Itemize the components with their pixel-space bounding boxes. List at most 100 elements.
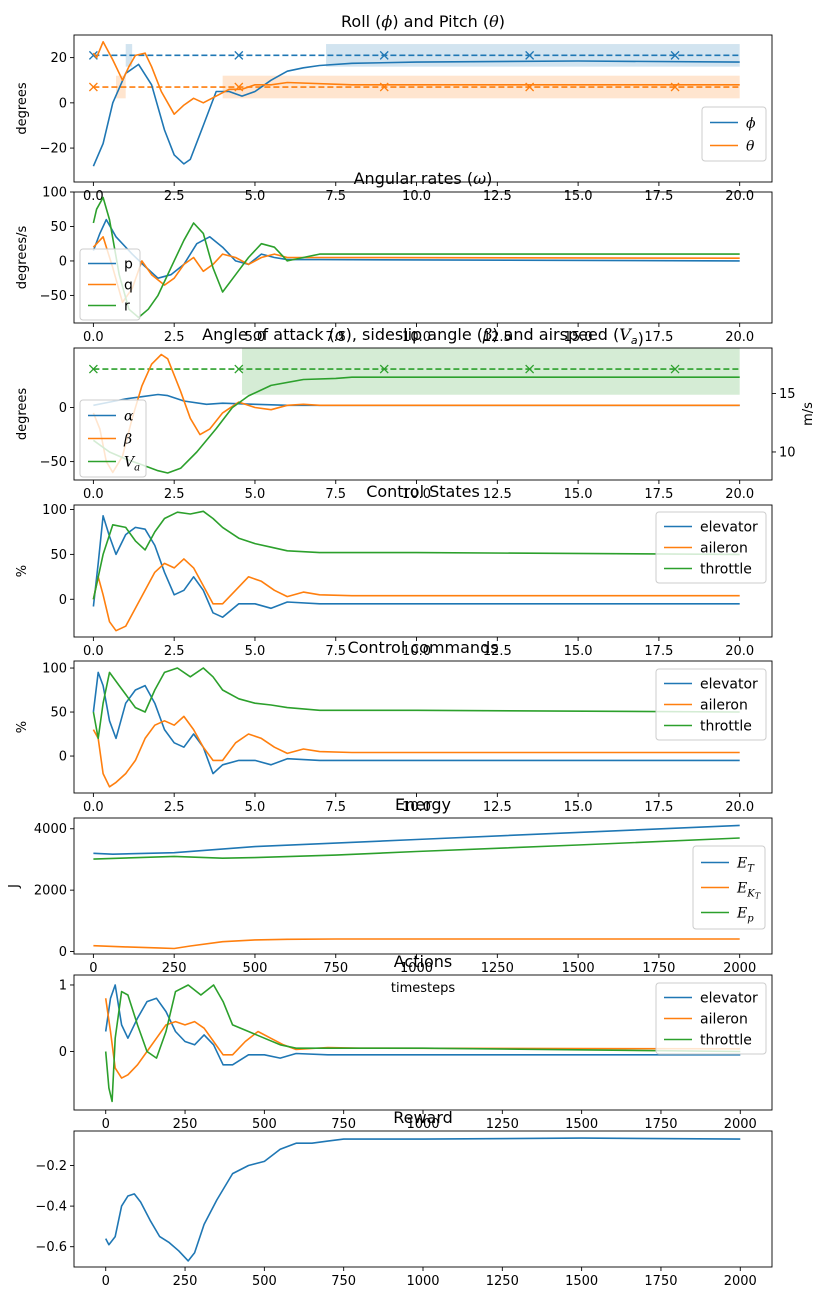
legend-box [701, 106, 767, 162]
reference-marker-0-3 [525, 50, 535, 60]
x-tick-label: 5.0 [245, 800, 266, 815]
x-tick-label: 1500 [565, 1117, 598, 1132]
series-line-throttle [92, 667, 740, 740]
x-tick-label: 500 [252, 1274, 277, 1289]
y-tick-label: 0 [59, 593, 67, 608]
panel-5: 0 250 500 750 1000 1250 1500 1750 2000 0 2000 4000 J… [7, 795, 773, 996]
x-tick-label: 12.5 [483, 189, 512, 204]
x-tick-label: 15.0 [564, 644, 593, 659]
y2-tick-label: 15 [779, 387, 796, 402]
x-tick-label: 1250 [486, 1117, 519, 1132]
x-tick-label: 10.0 [402, 487, 431, 502]
chart-title: Actions [394, 952, 452, 971]
x-tick-label: 5.0 [245, 644, 266, 659]
y-tick-label: −50 [40, 289, 67, 304]
reference-marker-0-2 [379, 364, 389, 374]
x-tick-label: 17.5 [644, 330, 673, 345]
x-tick-label: 7.5 [325, 800, 346, 815]
x-tick-label: 1250 [481, 961, 514, 976]
axes-frame [73, 660, 773, 794]
x-tick-label: 15.0 [564, 800, 593, 815]
x-tick-label: 2.5 [164, 800, 185, 815]
x-tick-label: 15.0 [564, 189, 593, 204]
reference-marker-0-1 [234, 364, 244, 374]
x-tick-label: 20.0 [725, 644, 754, 659]
plot-area [88, 41, 740, 167]
legend-label-2: Ep [736, 906, 754, 925]
plot-area [104, 984, 741, 1103]
x-tick-label: 12.5 [483, 330, 512, 345]
legend-label-0: ET [736, 856, 755, 875]
x-tick-label: 750 [331, 1274, 356, 1289]
series-line-E_K_T [93, 938, 740, 950]
series-line-throttle [104, 984, 741, 1103]
x-tick-label: 17.5 [644, 189, 673, 204]
x-tick-label: 7.5 [325, 487, 346, 502]
series-line-aileron [92, 558, 740, 632]
y-tick-label: −50 [40, 455, 67, 470]
legend-label-0: elevator [700, 991, 758, 1007]
x-tick-label: 1250 [486, 1274, 519, 1289]
x-tick-label: 12.5 [483, 644, 512, 659]
y-axis-label: J [7, 884, 22, 889]
plot-area [92, 196, 740, 319]
x-tick-label: 1000 [400, 961, 433, 976]
x-tick-label: 1500 [562, 961, 595, 976]
plot-area [104, 1137, 741, 1262]
series-line-E_T [93, 824, 740, 855]
panel-3: 0.0 2.5 5.0 7.5 10.0 12.5 15.0 17.5 20.0 0 50 100% C… [15, 482, 773, 659]
legend-label-2: throttle [700, 719, 752, 735]
x-tick-label: 250 [173, 1274, 198, 1289]
plot-area [92, 510, 740, 632]
x-tick-label: 0.0 [83, 644, 104, 659]
x-tick-label: 2000 [723, 961, 756, 976]
panel-4: 0.0 2.5 5.0 7.5 10.0 12.5 15.0 17.5 20.0 0 50 100% C… [15, 638, 773, 815]
y-tick-label: 1 [59, 978, 67, 993]
x-tick-label: 20.0 [725, 330, 754, 345]
series-line-throttle [92, 510, 740, 600]
reference-marker-0-2 [379, 50, 389, 60]
x-tick-label: 7.5 [325, 644, 346, 659]
series-line-reward [104, 1137, 741, 1262]
y-tick-label: 50 [50, 706, 67, 721]
x-tick-label: 2000 [724, 1117, 757, 1132]
legend: elevator aileron throttle [655, 511, 767, 584]
legend-box [655, 511, 767, 584]
x-tick-label: 750 [323, 961, 348, 976]
legend: αβ Va [79, 399, 147, 478]
reference-marker-0-4 [670, 364, 680, 374]
legend-label-1: aileron [700, 698, 748, 714]
y-tick-label: 0 [59, 254, 67, 269]
chart-title: Angle of attack (α), sideslip angle (β) … [202, 325, 644, 348]
x-tick-label: 10.0 [402, 644, 431, 659]
y-tick-label: −0.6 [35, 1240, 67, 1255]
legend-label-1: θ [746, 139, 755, 155]
y-axis-label: degrees [15, 388, 30, 441]
x-tick-label: 7.5 [325, 330, 346, 345]
plot-area [88, 348, 740, 474]
x-tick-label: 250 [173, 1117, 198, 1132]
axes-frame [73, 347, 773, 481]
chart-title: Control commands [347, 638, 498, 657]
x-tick-label: 12.5 [483, 800, 512, 815]
legend-label-0: elevator [700, 677, 758, 693]
legend-label-0: α [124, 409, 134, 425]
x-tick-label: 20.0 [725, 487, 754, 502]
y-axis-label: degrees/s [15, 226, 30, 290]
x-tick-label: 1750 [644, 1274, 677, 1289]
panel-2: 0.0 2.5 5.0 7.5 10.0 12.5 15.0 17.5 20.0 −50 0 10 15… [15, 325, 816, 502]
y-tick-label: 2000 [34, 884, 67, 899]
y-axis-label: % [15, 565, 30, 577]
x-tick-label: 2.5 [164, 487, 185, 502]
legend: elevator aileron throttle [655, 982, 767, 1055]
x-tick-label: 750 [331, 1117, 356, 1132]
x-axis-label: timesteps [391, 981, 455, 996]
x-tick-label: 5.0 [245, 189, 266, 204]
axes-frame [73, 34, 773, 183]
reference-marker-0-1 [234, 50, 244, 60]
plot-area [92, 667, 740, 788]
x-tick-label: 5.0 [245, 330, 266, 345]
series-line-ϕ [92, 60, 740, 167]
x-tick-label: 1000 [406, 1274, 439, 1289]
